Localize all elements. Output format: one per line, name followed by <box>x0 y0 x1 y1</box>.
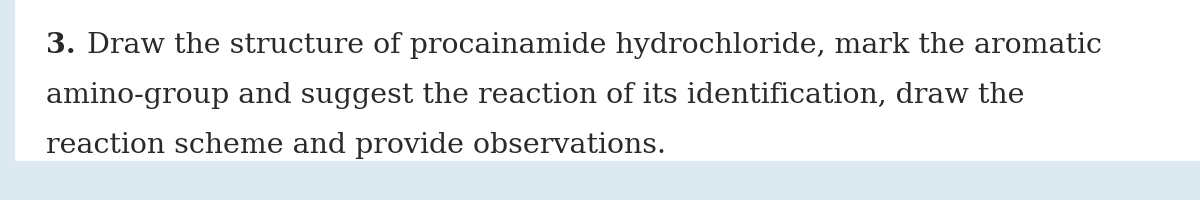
Text: Draw the structure of procainamide hydrochloride, mark the aromatic: Draw the structure of procainamide hydro… <box>78 32 1102 59</box>
Bar <box>0 0 14 200</box>
Text: reaction scheme and provide observations.: reaction scheme and provide observations… <box>46 132 666 159</box>
Bar <box>0 0 1200 161</box>
Text: 3.: 3. <box>46 32 76 59</box>
Text: amino-group and suggest the reaction of its identification, draw the: amino-group and suggest the reaction of … <box>46 82 1024 109</box>
Bar <box>0 161 1200 200</box>
